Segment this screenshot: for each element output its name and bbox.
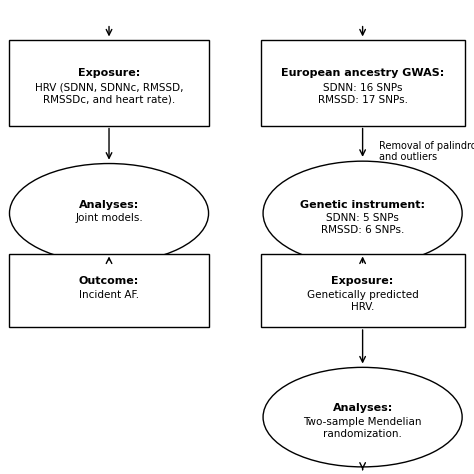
Text: Exposure:: Exposure:	[331, 275, 394, 285]
Text: Outcome:: Outcome:	[79, 275, 139, 285]
Text: HRV (SDNN, SDNNc, RMSSD,
RMSSDc, and heart rate).: HRV (SDNN, SDNNc, RMSSD, RMSSDc, and hea…	[35, 83, 183, 105]
Text: Genetically predicted
HRV.: Genetically predicted HRV.	[307, 290, 419, 312]
Ellipse shape	[9, 164, 209, 263]
Text: Removal of palindromes,
and outliers: Removal of palindromes, and outliers	[379, 141, 474, 163]
FancyBboxPatch shape	[261, 254, 465, 327]
Text: SDNN: 16 SNPs
RMSSD: 17 SNPs.: SDNN: 16 SNPs RMSSD: 17 SNPs.	[318, 83, 408, 105]
Text: Analyses:: Analyses:	[332, 403, 393, 413]
Text: SDNN: 5 SNPs
RMSSD: 6 SNPs.: SDNN: 5 SNPs RMSSD: 6 SNPs.	[321, 213, 404, 235]
Ellipse shape	[263, 367, 462, 467]
FancyBboxPatch shape	[9, 254, 209, 327]
Text: Analyses:: Analyses:	[79, 200, 139, 210]
FancyBboxPatch shape	[9, 40, 209, 126]
Ellipse shape	[263, 161, 462, 265]
Text: Genetic instrument:: Genetic instrument:	[300, 200, 425, 210]
Text: European ancestry GWAS:: European ancestry GWAS:	[281, 68, 444, 78]
FancyBboxPatch shape	[261, 40, 465, 126]
Text: Joint models.: Joint models.	[75, 213, 143, 223]
Text: Two-sample Mendelian
randomization.: Two-sample Mendelian randomization.	[303, 417, 422, 439]
Text: Incident AF.: Incident AF.	[79, 290, 139, 301]
Text: Exposure:: Exposure:	[78, 68, 140, 78]
